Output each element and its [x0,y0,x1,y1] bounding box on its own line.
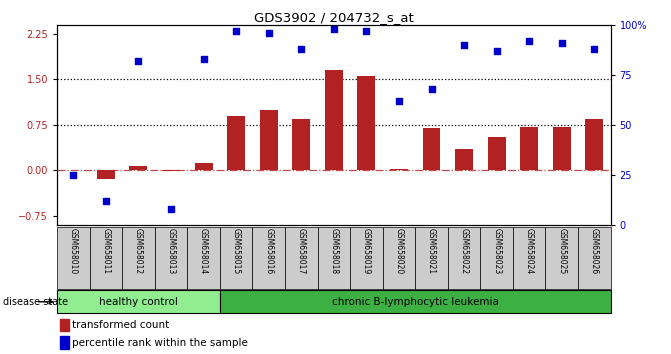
Text: GSM658015: GSM658015 [231,228,241,275]
Title: GDS3902 / 204732_s_at: GDS3902 / 204732_s_at [254,11,414,24]
Bar [220,227,252,289]
Bar [90,227,122,289]
Text: GSM658014: GSM658014 [199,228,208,275]
Bar [252,227,285,289]
Point [296,46,307,52]
Point [524,38,535,44]
Bar [285,227,317,289]
Bar [480,227,513,289]
Bar [325,70,343,170]
Bar [130,166,148,170]
Bar [448,227,480,289]
Point [231,28,242,34]
Point [491,48,502,53]
Bar [358,76,375,170]
Point [263,30,274,36]
Bar [390,169,408,170]
Text: GSM658016: GSM658016 [264,228,273,275]
Text: GSM658011: GSM658011 [101,228,111,275]
Point [459,42,470,47]
Bar [553,127,571,170]
Point [556,40,567,46]
Text: GSM658021: GSM658021 [427,228,436,275]
Text: GSM658023: GSM658023 [492,228,501,275]
Text: transformed count: transformed count [72,320,169,330]
Bar [415,227,448,289]
Point [68,172,79,178]
Bar [57,227,90,289]
Text: chronic B-lymphocytic leukemia: chronic B-lymphocytic leukemia [331,297,499,307]
Bar [382,227,415,289]
Text: GSM658010: GSM658010 [69,228,78,275]
Bar [455,149,473,170]
Text: GSM658012: GSM658012 [134,228,143,275]
Text: GSM658025: GSM658025 [557,228,566,275]
Point [166,206,176,212]
Bar [227,116,245,170]
Bar [57,290,220,313]
Bar [60,336,68,349]
Bar [350,227,382,289]
Bar [60,319,68,331]
Point [101,198,111,204]
Bar [513,227,546,289]
Point [329,26,339,32]
Bar [195,163,213,170]
Bar [220,290,611,313]
Text: percentile rank within the sample: percentile rank within the sample [72,338,248,348]
Bar [162,170,180,171]
Bar [488,137,505,170]
Text: GSM658018: GSM658018 [329,228,338,275]
Bar [122,227,155,289]
Bar [585,119,603,170]
Bar [293,119,310,170]
Text: GSM658026: GSM658026 [590,228,599,275]
Bar [97,170,115,179]
Text: healthy control: healthy control [99,297,178,307]
Point [394,98,405,104]
Point [133,58,144,64]
Text: GSM658020: GSM658020 [395,228,403,275]
Point [198,56,209,62]
Bar [546,227,578,289]
Bar [520,127,538,170]
Point [426,86,437,92]
Text: GSM658013: GSM658013 [166,228,176,275]
Bar [187,227,220,289]
Text: disease state: disease state [3,297,68,307]
Text: GSM658024: GSM658024 [525,228,533,275]
Text: GSM658019: GSM658019 [362,228,371,275]
Point [361,28,372,34]
Bar [423,128,440,170]
Text: GSM658022: GSM658022 [460,228,468,275]
Bar [260,110,278,170]
Point [589,46,600,52]
Text: GSM658017: GSM658017 [297,228,306,275]
Bar [155,227,187,289]
Bar [317,227,350,289]
Bar [578,227,611,289]
